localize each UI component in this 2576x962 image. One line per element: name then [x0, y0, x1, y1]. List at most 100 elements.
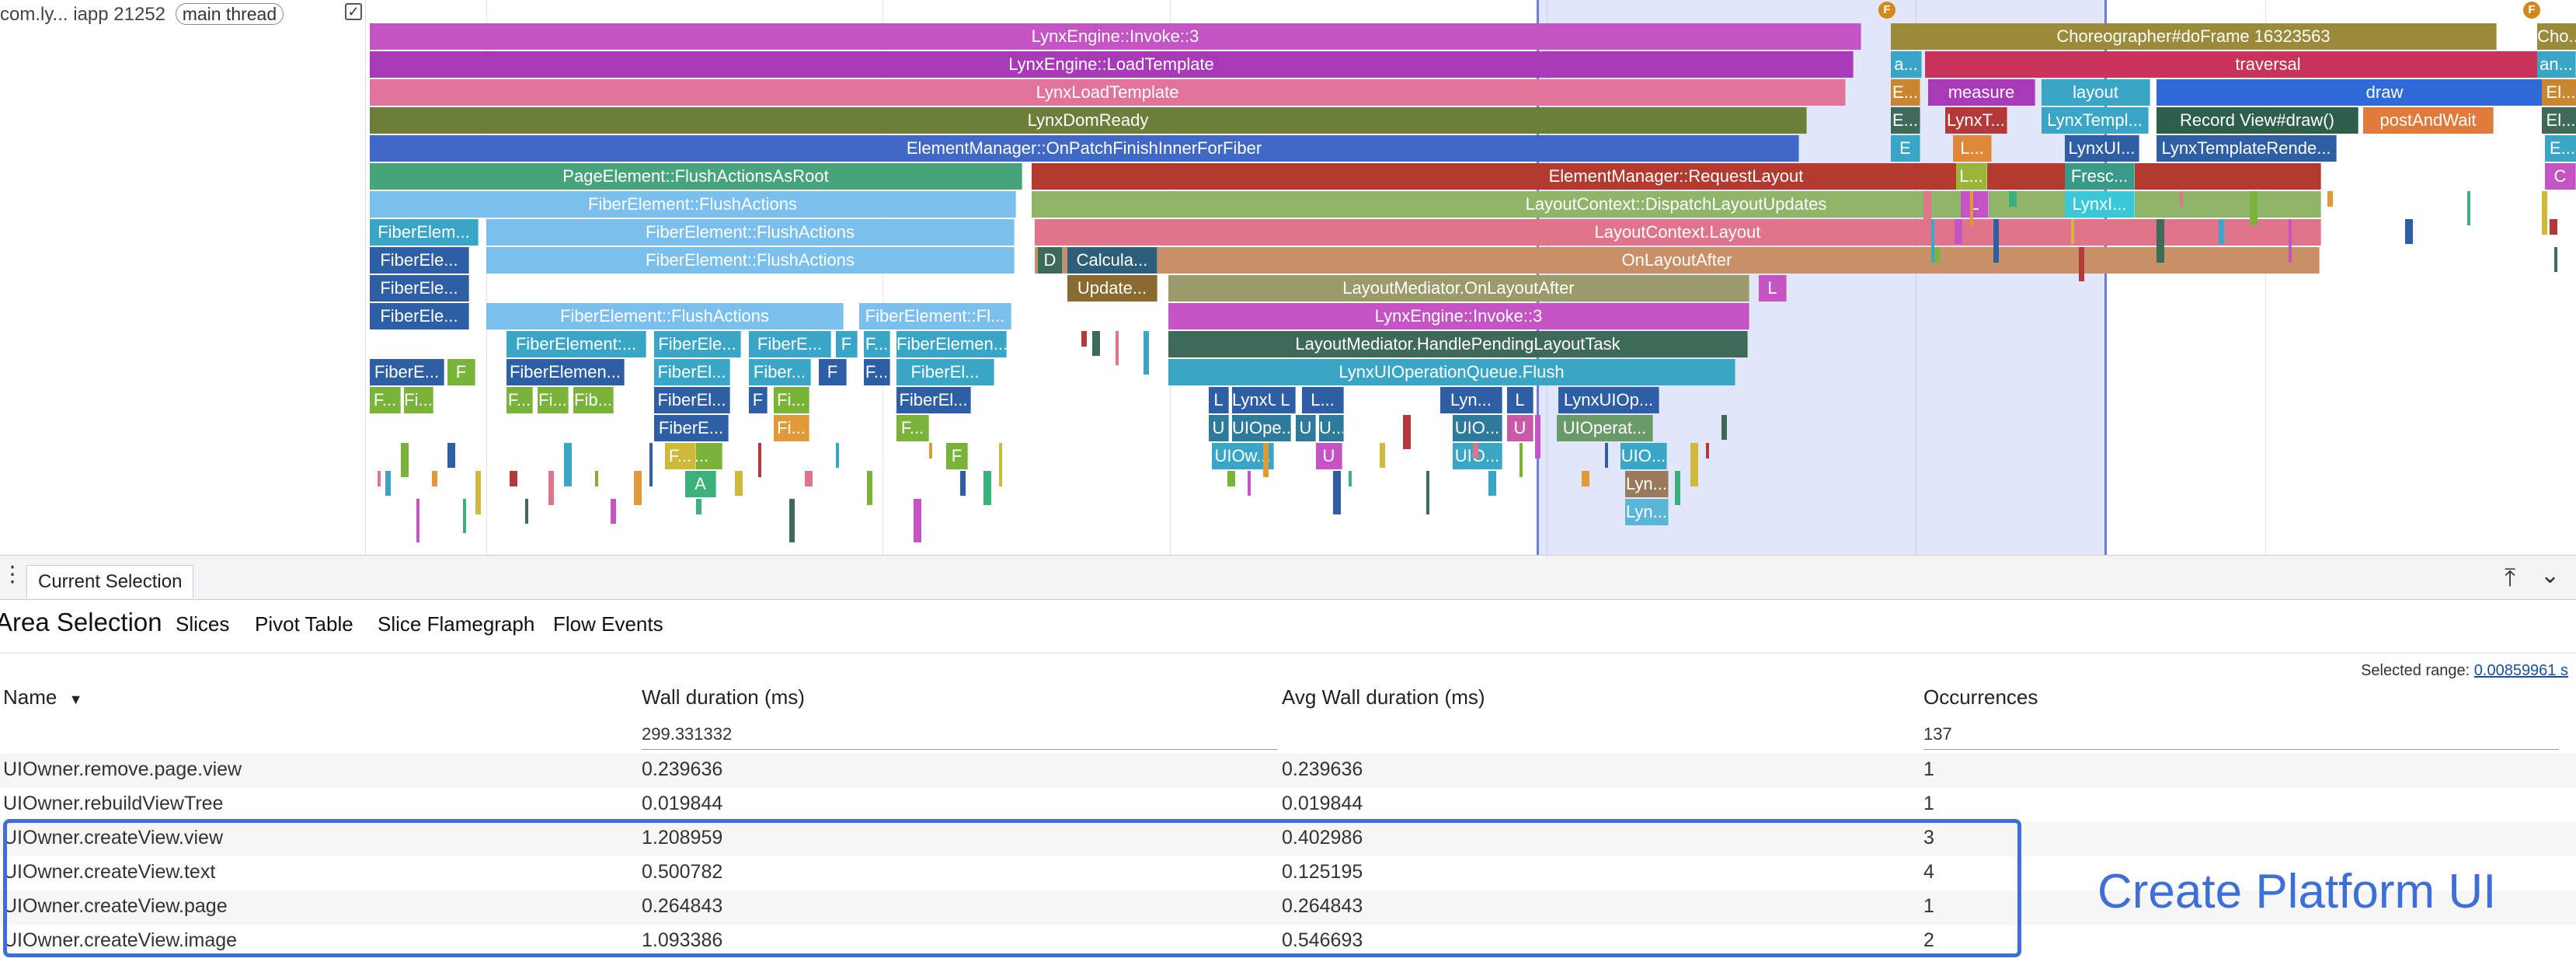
column-header-avg[interactable]: Avg Wall duration (ms)	[1282, 685, 1485, 709]
flame-slice[interactable]: F	[819, 359, 847, 385]
flame-slice[interactable]: FiberEle...	[370, 303, 469, 329]
flame-slice[interactable]: FiberEl...	[896, 359, 994, 385]
flame-slice[interactable]: F...	[864, 331, 890, 357]
flame-slice[interactable]: Fi...	[774, 415, 809, 441]
flame-slice[interactable]: Choreographer#doFrame 16323563	[1891, 23, 2497, 50]
flag-marker-icon[interactable]: F	[2523, 2, 2540, 19]
table-row[interactable]: UIOwner.rebuildViewTree 0.019844 0.01984…	[0, 788, 2576, 822]
flame-slice[interactable]: LayoutMediator.HandlePendingLayoutTask	[1168, 331, 1748, 357]
flame-slice[interactable]: FiberElement::FlushActions	[486, 219, 1015, 246]
flag-marker-icon[interactable]: F	[1878, 2, 1895, 19]
selected-range-link[interactable]: 0.00859961 s	[2473, 662, 2568, 679]
flame-slice[interactable]: UIO...	[1620, 443, 1667, 469]
chevron-down-icon[interactable]: ⌄	[2540, 563, 2560, 588]
flame-slice[interactable]: L	[1759, 275, 1787, 301]
flame-slice[interactable]: LynxDomReady	[370, 107, 1807, 134]
flame-slice[interactable]: Cho...	[2537, 23, 2576, 50]
flame-slice[interactable]: FiberElement:...	[506, 331, 646, 357]
flame-slice[interactable]: traversal	[1925, 51, 2576, 78]
flame-slice[interactable]: FiberElement::Fl...	[859, 303, 1011, 329]
flame-slice[interactable]: LynxEngine::LoadTemplate	[370, 51, 1854, 78]
flame-slice[interactable]: Calcula...	[1067, 247, 1157, 274]
flame-slice[interactable]: FiberEle...	[654, 331, 741, 357]
flame-slice[interactable]: El...	[2542, 107, 2576, 134]
table-row[interactable]: UIOwner.createView.page 0.264843 0.26484…	[0, 891, 2576, 925]
flame-slice[interactable]: FiberElement::FlushActions	[486, 247, 1015, 274]
flame-slice[interactable]: Record View#draw()	[2157, 107, 2358, 134]
flame-slice[interactable]: Update...	[1067, 275, 1157, 301]
flame-slice[interactable]: UIO...	[1453, 415, 1502, 441]
flame-slice[interactable]: LynxI...	[2065, 191, 2135, 218]
flame-slice[interactable]: F...	[864, 359, 890, 385]
flame-slice[interactable]: LayoutContext.Layout	[1035, 219, 2321, 246]
flame-slice[interactable]: F	[946, 443, 968, 469]
flame-slice[interactable]: layout	[2042, 79, 2150, 106]
flame-slice[interactable]: L	[1507, 387, 1533, 413]
subtab-pivot-table[interactable]: Pivot Table	[255, 612, 353, 636]
flame-slice[interactable]: LynxLoadTemplate	[370, 79, 1846, 106]
flame-slice[interactable]: E...	[1891, 79, 1920, 106]
flame-slice[interactable]: A	[685, 471, 716, 497]
collapse-panel-icon[interactable]: ⤒	[2505, 563, 2516, 591]
flame-slice[interactable]: Fi...	[404, 387, 433, 413]
flame-slice[interactable]: Fi...	[774, 387, 809, 413]
flame-slice[interactable]: U	[1209, 415, 1229, 441]
flame-slice[interactable]: LynxTempl...	[2042, 107, 2149, 134]
column-header-name[interactable]: Name ▼	[3, 685, 82, 709]
column-header-wall[interactable]: Wall duration (ms)	[642, 685, 805, 709]
flame-slice[interactable]: Lyn...	[1625, 499, 1669, 525]
flame-slice[interactable]: F	[836, 331, 858, 357]
flame-slice[interactable]: U...	[1319, 415, 1344, 441]
flame-slice[interactable]: ElementManager::OnPatchFinishInnerForFib…	[370, 135, 1799, 162]
flame-slice[interactable]: postAndWait	[2363, 107, 2494, 134]
flame-slice[interactable]: a...	[1891, 51, 1922, 78]
flame-slice[interactable]: Lyn...	[1440, 387, 1502, 413]
flame-slice[interactable]: Fib...	[573, 387, 614, 413]
flame-slice[interactable]: UIOperat...	[1557, 415, 1653, 441]
flame-slice[interactable]: LynxEngine::Invoke::3	[1168, 303, 1749, 329]
flame-slice[interactable]: E	[1891, 135, 1920, 162]
flame-slice[interactable]: Fiber...	[749, 359, 811, 385]
flame-slice[interactable]: OnLayoutAfter	[1035, 247, 2320, 274]
flame-slice[interactable]: FiberE...	[749, 331, 831, 357]
flame-slice[interactable]: PageElement::FlushActionsAsRoot	[370, 163, 1022, 190]
flame-slice[interactable]: measure	[1928, 79, 2035, 106]
flame-slice[interactable]: L	[1209, 387, 1229, 413]
flame-slice[interactable]: an...	[2537, 51, 2576, 78]
table-row[interactable]: UIOwner.createView.text 0.500782 0.12519…	[0, 856, 2576, 891]
flame-slice[interactable]: FiberElem...	[370, 219, 479, 246]
flame-slice[interactable]: F	[749, 387, 768, 413]
flame-slice[interactable]: FiberEl...	[896, 387, 971, 413]
flame-slice[interactable]: LynxEngine::Invoke::3	[370, 23, 1861, 50]
flame-slice[interactable]: L...	[1953, 135, 1992, 162]
flame-slice[interactable]: draw	[2157, 79, 2576, 106]
flame-slice[interactable]: FiberElemen...	[896, 331, 1007, 357]
flame-slice[interactable]: LynxUIOp...	[1558, 387, 1659, 413]
flame-slice[interactable]: U	[1316, 443, 1342, 469]
flame-slice[interactable]: D	[1038, 247, 1063, 274]
flame-chart[interactable]: F F LynxEngine::Invoke::3 LynxEngine::Loa…	[370, 0, 2576, 555]
flame-slice[interactable]: C	[2545, 163, 2576, 190]
table-row[interactable]: UIOwner.createView.view 1.208959 0.40298…	[0, 822, 2576, 856]
table-row[interactable]: UIOwner.remove.page.view 0.239636 0.2396…	[0, 754, 2576, 788]
flame-slice[interactable]: F...	[896, 415, 929, 441]
flame-slice[interactable]: FiberElement::FlushActions	[486, 303, 844, 329]
flame-slice[interactable]: FiberElement::FlushActions	[370, 191, 1016, 218]
subtab-flow-events[interactable]: Flow Events	[553, 612, 663, 636]
flame-slice[interactable]: FiberEl...	[654, 387, 730, 413]
flame-slice[interactable]: Lyn...	[1625, 471, 1669, 497]
flame-slice[interactable]: FiberEle...	[370, 247, 469, 274]
flame-slice[interactable]: F...	[665, 443, 696, 469]
flame-slice[interactable]: Fresc...	[2065, 163, 2135, 190]
flame-slice[interactable]: FiberE...	[370, 359, 444, 385]
flame-slice[interactable]: Fi...	[538, 387, 569, 413]
flame-slice[interactable]: F...	[370, 387, 401, 413]
flame-slice[interactable]: FiberEle...	[370, 275, 469, 301]
flame-slice[interactable]: L	[1276, 387, 1296, 413]
subtab-slice-flamegraph[interactable]: Slice Flamegraph	[378, 612, 535, 636]
flame-slice[interactable]: F...	[506, 387, 533, 413]
tab-current-selection[interactable]: Current Selection	[26, 565, 194, 598]
flame-slice[interactable]: UIOpe...	[1232, 415, 1291, 441]
flame-slice[interactable]: F	[447, 359, 475, 385]
flame-slice[interactable]: LynxUIOperationQueue.Flush	[1168, 359, 1735, 385]
